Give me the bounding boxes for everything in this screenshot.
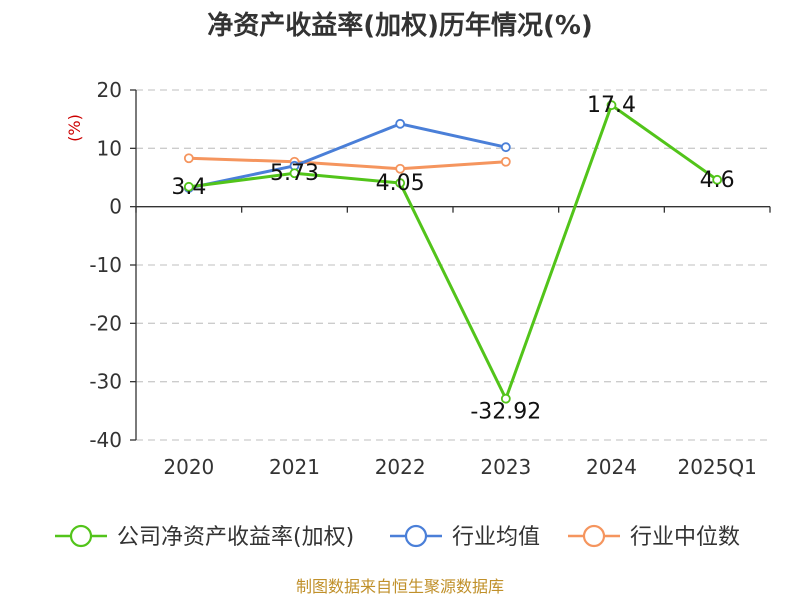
legend-label: 公司净资产收益率(加权) — [117, 525, 354, 550]
legend-label: 行业中位数 — [630, 525, 740, 550]
legend: 公司净资产收益率(加权) 行业均值 行业中位数 — [55, 524, 740, 550]
x-tick-label: 2025Q1 — [677, 455, 756, 479]
data-point — [712, 174, 723, 185]
legend-swatch-marker — [582, 524, 606, 548]
data-point — [395, 118, 406, 129]
series-line — [188, 122, 507, 190]
grid-lines — [136, 89, 770, 441]
data-point — [500, 156, 511, 167]
legend-label: 行业均值 — [452, 525, 540, 550]
data-label: 17.4 — [587, 93, 636, 118]
x-tick-label: 2022 — [375, 455, 426, 479]
data-point — [183, 153, 194, 164]
data-point — [500, 142, 511, 153]
y-tick-label: -30 — [89, 370, 122, 394]
data-label: 4.6 — [700, 168, 735, 193]
chart-title: 净资产收益率(加权)历年情况(%) — [207, 10, 593, 41]
data-source-note: 制图数据来自恒生聚源数据库 — [296, 577, 504, 596]
data-point — [606, 100, 617, 111]
y-tick-label: 0 — [109, 195, 122, 219]
y-tick-label: -40 — [89, 428, 122, 452]
axes: 20 10 0 -10 -20 -30 -40 2020 2021 2022 2023 2024 202… — [89, 78, 771, 479]
x-tick-label: 2020 — [163, 455, 214, 479]
data-point — [289, 168, 300, 179]
data-point — [183, 181, 194, 192]
data-label: 4.05 — [376, 171, 425, 196]
x-tick-label: 2021 — [269, 455, 320, 479]
series-lines — [183, 100, 723, 404]
data-label: 5.73 — [270, 161, 319, 186]
data-point — [395, 178, 406, 188]
x-tick-label: 2024 — [586, 455, 637, 479]
y-tick-label: -10 — [89, 253, 122, 277]
series-line — [188, 103, 719, 401]
series-line — [188, 156, 506, 171]
data-label: 3.4 — [171, 175, 206, 200]
data-point — [395, 163, 406, 174]
y-tick-label: 10 — [97, 136, 122, 160]
y-tick-label: -20 — [89, 311, 122, 335]
y-tick-label: 20 — [97, 78, 122, 102]
y-axis-unit: (%) — [65, 114, 84, 142]
legend-swatch-marker — [69, 524, 93, 548]
data-point — [500, 393, 511, 404]
data-label: -32.92 — [470, 400, 541, 425]
legend-swatch-marker — [404, 524, 428, 548]
data-labels: 3.4 5.73 4.05 -32.92 17.4 4.6 — [171, 93, 734, 425]
x-tick-label: 2023 — [480, 455, 531, 479]
